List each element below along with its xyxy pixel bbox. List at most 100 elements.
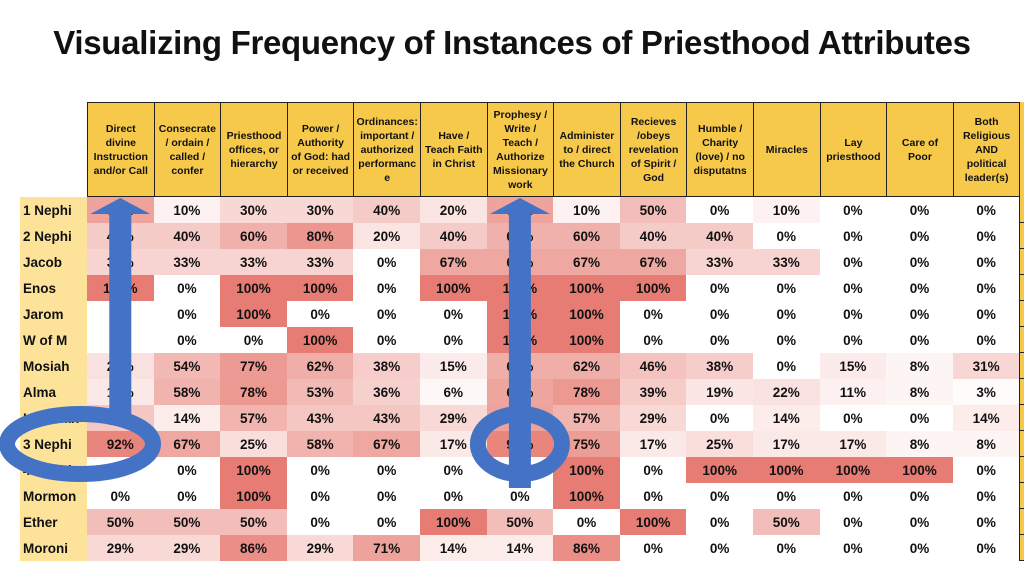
heatmap-cell: 29%: [87, 535, 154, 561]
heatmap-cell: 100%: [286, 327, 354, 353]
column-header-line: Power /: [301, 122, 340, 135]
column-header-line: the Church: [559, 157, 615, 170]
heatmap-cell: 71%: [353, 535, 420, 561]
heatmap-cell: 0%: [886, 327, 953, 353]
heatmap-cell: 0%: [486, 483, 554, 509]
column-header-line: Missionary: [492, 164, 548, 177]
column-header-line: Administer: [559, 129, 615, 142]
heatmap-cell: 100%: [619, 275, 687, 301]
column-header: Priesthood offices, or hierarchy: [220, 102, 288, 197]
column-header-line: of God: had: [291, 150, 351, 163]
column-header: Ordinances: important / authorized performa…: [353, 102, 421, 197]
heatmap-cell: 0%: [886, 249, 953, 275]
heatmap-cell: 0%: [952, 535, 1020, 561]
heatmap-cell: 57%: [553, 405, 620, 431]
column-header-line: Both: [974, 115, 999, 128]
heatmap-cell: 100%: [87, 275, 154, 301]
heatmap-cell: 0%: [553, 509, 620, 535]
heatmap-cell: 0%: [886, 509, 953, 535]
heatmap-cell: 60%: [486, 223, 554, 249]
heatmap-cell: 0%: [753, 483, 820, 509]
row-label: Jacob: [20, 249, 87, 275]
heatmap-cell: 33%: [753, 249, 820, 275]
heatmap-cell: 0%: [486, 457, 554, 483]
heatmap-cell: 0%: [87, 483, 154, 509]
heatmap-cell: 100%: [553, 327, 620, 353]
column-header-line: Care of: [901, 136, 939, 149]
heatmap-cell: 19%: [686, 379, 753, 405]
heatmap-cell: 0%: [753, 301, 820, 327]
heatmap-cell: 0%: [619, 483, 687, 509]
heatmap-cell: 0%: [819, 405, 887, 431]
heatmap-cell: 11%: [819, 379, 887, 405]
column-header-line: Teach Faith: [425, 143, 483, 156]
heatmap-cell: 14%: [153, 405, 221, 431]
chart-title: Visualizing Frequency of Instances of Pr…: [53, 24, 971, 61]
heatmap-cell: 14%: [420, 535, 487, 561]
heatmap-cell: 0%: [886, 535, 953, 561]
heatmap-cell: 0%: [286, 483, 354, 509]
heatmap-cell: 67%: [153, 431, 221, 457]
heatmap-cell: 0%: [686, 197, 753, 223]
column-header-line: Charity: [702, 136, 739, 149]
column-header: Prophesy / Write / Teach / Authorize Mission…: [486, 102, 555, 197]
column-header-line: work: [508, 178, 533, 191]
column-header: Consecrate / ordain / called / confer: [153, 102, 222, 197]
heatmap-cell: 33%: [220, 249, 287, 275]
heatmap-cell: 0%: [952, 457, 1020, 483]
heatmap-cell: 0%: [686, 535, 753, 561]
heatmap-cell: 0%: [353, 509, 420, 535]
column-header-line: Ordinances:: [356, 115, 418, 128]
heatmap-cell: 17%: [420, 431, 487, 457]
heatmap-cell: 43%: [353, 405, 420, 431]
column-header-line: disputatns: [693, 164, 747, 177]
heatmap-cell: 92%: [87, 431, 154, 457]
heatmap-cell: 0%: [886, 275, 953, 301]
heatmap-cell: 86%: [220, 535, 287, 561]
row-label: W of M: [20, 327, 87, 353]
heatmap-cell: 100%: [553, 483, 620, 509]
heatmap-cell: 0%: [819, 509, 887, 535]
heatmap-cell: 0%: [886, 483, 953, 509]
column-header-line: to / direct: [563, 143, 611, 156]
column-header: Lay priesthood: [819, 102, 888, 197]
column-header-line: leader(s): [964, 171, 1009, 184]
table-edge: [1019, 102, 1024, 561]
edge-row-divider: [1019, 560, 1024, 561]
row-label: Moroni: [20, 535, 87, 561]
column-header-line: or received: [292, 164, 349, 177]
row-label: 1 Nephi: [20, 197, 87, 223]
heatmap-cell: 38%: [353, 353, 420, 379]
heatmap-cell: 100%: [486, 275, 554, 301]
heatmap-cell: 14%: [486, 535, 554, 561]
heatmap-cell: 0%: [619, 301, 687, 327]
row-label: Jarom: [20, 301, 87, 327]
heatmap-cell: 0%: [353, 275, 420, 301]
heatmap-cell: 50%: [220, 509, 287, 535]
row-label: Ether: [20, 509, 87, 535]
heatmap-cell: 0%: [686, 301, 753, 327]
heatmap-cell: 43%: [87, 405, 154, 431]
column-header-line: in Christ: [432, 157, 476, 170]
heatmap-cell: 0%: [286, 457, 354, 483]
heatmap-cell: 40%: [420, 223, 487, 249]
column-header: Care of Poor: [886, 102, 954, 197]
heatmap-cell: 100%: [753, 457, 820, 483]
heatmap-cell: 50%: [87, 509, 154, 535]
heatmap-cell: 0%: [353, 249, 420, 275]
heatmap-cell: 100%: [220, 301, 287, 327]
column-header: Both Religious AND political leader(s): [952, 102, 1021, 197]
heatmap-cell: 0%: [952, 483, 1020, 509]
heatmap-cell: 38%: [686, 353, 753, 379]
heatmap-cell: 100%: [886, 457, 953, 483]
column-header: Miracles: [753, 102, 821, 197]
heatmap-cell: 0%: [420, 483, 487, 509]
heatmap-cell: 33%: [87, 249, 154, 275]
heatmap-cell: 0%: [420, 327, 487, 353]
column-header-line: Priesthood: [226, 129, 282, 142]
column-header-line: Direct: [105, 122, 136, 135]
heatmap-cell: 100%: [686, 457, 753, 483]
edge-row-divider: [1019, 430, 1024, 431]
heatmap-cell: 0%: [153, 483, 221, 509]
heatmap-cell: 0%: [420, 301, 487, 327]
